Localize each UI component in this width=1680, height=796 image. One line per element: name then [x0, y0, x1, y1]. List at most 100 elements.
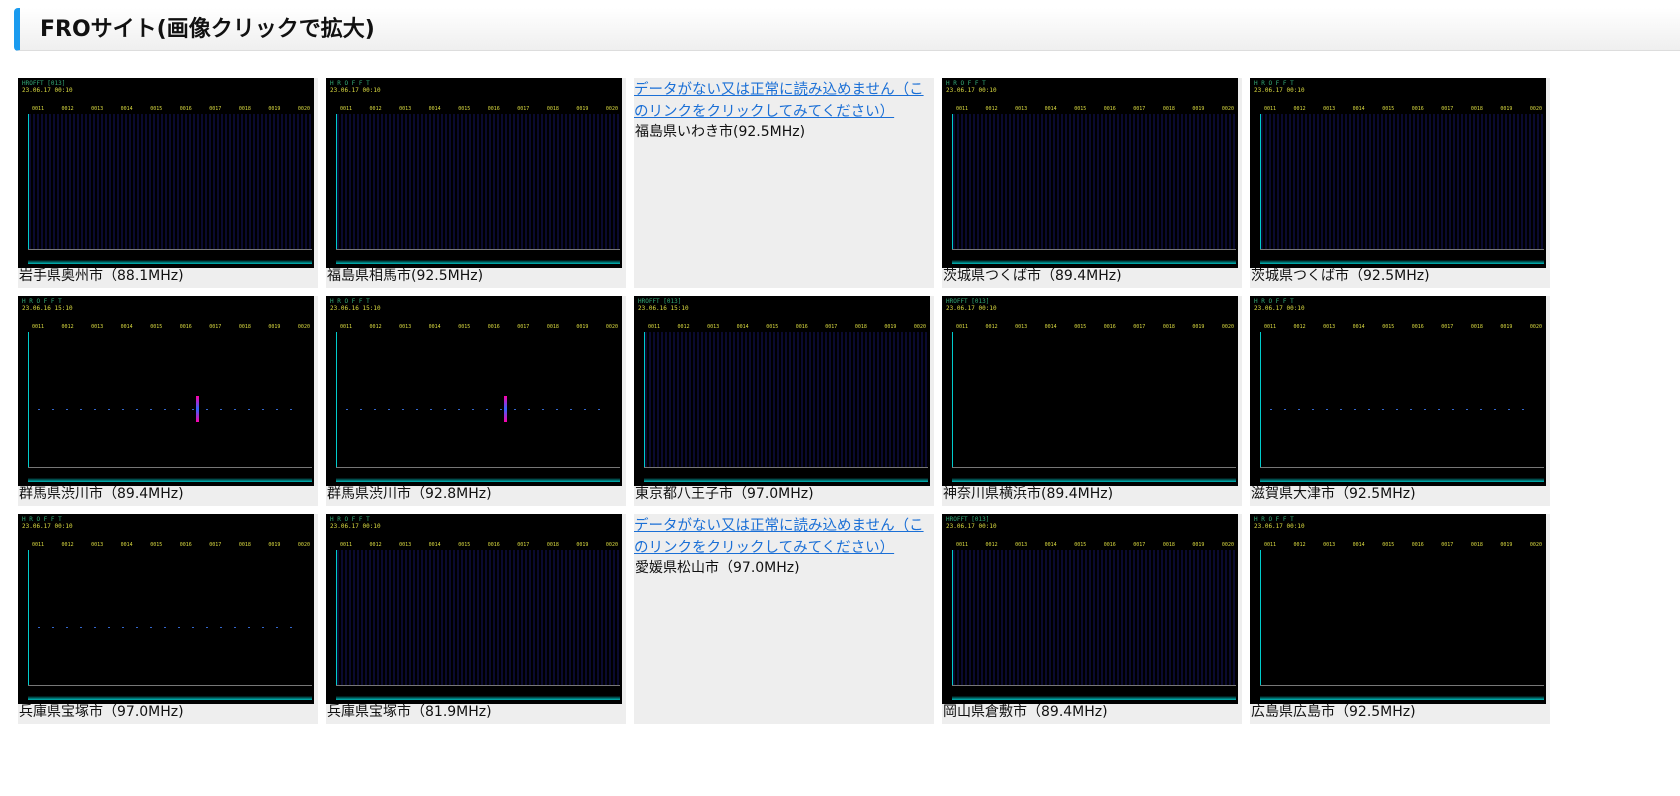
site-caption: 茨城県つくば市（92.5MHz) — [1251, 268, 1430, 284]
spectrogram-image[interactable]: H R O F F T 23.06.16 15:10 0011 0012 0013 0… — [18, 296, 314, 486]
time-axis: 0011 0012 0013 0014 0015 0016 0017 0018 0019 0020 — [32, 542, 310, 548]
signal-baseline — [1260, 685, 1544, 700]
meteor-echo — [196, 396, 199, 422]
site-caption: 福島県いわき市(92.5MHz) — [635, 124, 806, 140]
spectrogram-image[interactable]: HROFFT [013] 23.06.17 00:10 0011 0012 0013… — [942, 514, 1238, 704]
spectrogram-plot — [28, 114, 312, 264]
signal-baseline — [336, 249, 620, 264]
spectrogram-image[interactable]: HROFFT [013] 23.06.17 00:10 0011 0012 0013… — [942, 296, 1238, 486]
time-axis: 0011 0012 0013 0014 0015 0016 0017 0018 0019 0020 — [956, 542, 1234, 548]
image-header: H R O F F T 23.06.17 00:10 — [1254, 298, 1305, 312]
site-caption: 群馬県渋川市（92.8MHz) — [327, 486, 492, 502]
echo-trace — [38, 627, 294, 628]
site-grid: HROFFT [013] 23.06.17 00:10 0011 0012 0013… — [18, 78, 1550, 724]
time-axis: 0011 0012 0013 0014 0015 0016 0017 0018 0019 0020 — [340, 324, 618, 330]
time-axis: 0011 0012 0013 0014 0015 0016 0017 0018 0019 0020 — [648, 324, 926, 330]
site-cell: H R O F F T 23.06.17 00:10 0011 0012 0013 0… — [326, 78, 626, 288]
signal-baseline — [1260, 467, 1544, 482]
signal-baseline — [28, 249, 312, 264]
site-caption: 東京都八王子市（97.0MHz) — [635, 486, 814, 502]
spectrogram-image[interactable]: H R O F F T 23.06.17 00:10 0011 0012 0013 0… — [326, 78, 622, 268]
spectrogram-image[interactable]: H R O F F T 23.06.17 00:10 0011 0012 0013 0… — [18, 514, 314, 704]
site-caption: 群馬県渋川市（89.4MHz) — [19, 486, 184, 502]
site-cell: H R O F F T 23.06.17 00:10 0011 0012 0013 0… — [326, 514, 626, 724]
time-axis: 0011 0012 0013 0014 0015 0016 0017 0018 0019 0020 — [32, 106, 310, 112]
image-header: HROFFT [013] 23.06.17 00:10 — [946, 516, 997, 530]
signal-baseline — [336, 685, 620, 700]
spectrogram-image[interactable]: H R O F F T 23.06.17 00:10 0011 0012 0013 0… — [1250, 514, 1546, 704]
site-caption: 愛媛県松山市（97.0MHz) — [635, 560, 800, 576]
spectrogram-image[interactable]: HROFFT [013] 23.06.17 00:10 0011 0012 0013… — [18, 78, 314, 268]
site-cell: H R O F F T 23.06.17 00:10 0011 0012 0013 0… — [1250, 296, 1550, 506]
time-axis: 0011 0012 0013 0014 0015 0016 0017 0018 0019 0020 — [956, 106, 1234, 112]
site-cell: データがない又は正常に読み込めません（このリンクをクリックしてみてください） 愛媛… — [634, 514, 934, 724]
site-cell: H R O F F T 23.06.17 00:10 0011 0012 0013 0… — [1250, 78, 1550, 288]
site-caption: 神奈川県横浜市(89.4MHz) — [943, 486, 1114, 502]
time-axis: 0011 0012 0013 0014 0015 0016 0017 0018 0019 0020 — [1264, 324, 1542, 330]
spectrogram-plot — [952, 114, 1236, 264]
no-data-link[interactable]: データがない又は正常に読み込めません（このリンクをクリックしてみてください） — [634, 82, 924, 120]
spectrogram-plot — [336, 114, 620, 264]
time-axis: 0011 0012 0013 0014 0015 0016 0017 0018 0019 0020 — [340, 106, 618, 112]
image-header: H R O F F T 23.06.17 00:10 — [22, 516, 73, 530]
image-header: H R O F F T 23.06.17 00:10 — [946, 80, 997, 94]
image-header: HROFFT [013] 23.06.16 15:10 — [638, 298, 689, 312]
site-cell: HROFFT [013] 23.06.16 15:10 0011 0012 0013… — [634, 296, 934, 506]
site-cell: HROFFT [013] 23.06.17 00:10 0011 0012 0013… — [18, 78, 318, 288]
time-axis: 0011 0012 0013 0014 0015 0016 0017 0018 0019 0020 — [340, 542, 618, 548]
spectrogram-image[interactable]: H R O F F T 23.06.17 00:10 0011 0012 0013 0… — [1250, 78, 1546, 268]
spectrogram-plot — [1260, 114, 1544, 264]
spectrogram-plot — [952, 332, 1236, 482]
time-axis: 0011 0012 0013 0014 0015 0016 0017 0018 0019 0020 — [32, 324, 310, 330]
signal-baseline — [644, 467, 928, 482]
spectrogram-plot — [952, 550, 1236, 700]
page-title: FROサイト(画像クリックで拡大) — [40, 17, 375, 42]
echo-trace — [38, 409, 294, 410]
signal-baseline — [952, 249, 1236, 264]
image-header: HROFFT [013] 23.06.17 00:10 — [946, 298, 997, 312]
time-axis: 0011 0012 0013 0014 0015 0016 0017 0018 0019 0020 — [956, 324, 1234, 330]
spectrogram-plot — [336, 550, 620, 700]
site-caption: 広島県広島市（92.5MHz) — [1251, 704, 1416, 720]
signal-baseline — [952, 467, 1236, 482]
signal-baseline — [1260, 249, 1544, 264]
signal-baseline — [28, 467, 312, 482]
site-cell: H R O F F T 23.06.16 15:10 0011 0012 0013 0… — [18, 296, 318, 506]
image-header: H R O F F T 23.06.16 15:10 — [22, 298, 73, 312]
image-header: H R O F F T 23.06.17 00:10 — [1254, 80, 1305, 94]
site-cell: H R O F F T 23.06.17 00:10 0011 0012 0013 0… — [18, 514, 318, 724]
time-axis: 0011 0012 0013 0014 0015 0016 0017 0018 0019 0020 — [1264, 542, 1542, 548]
echo-trace — [346, 409, 602, 410]
image-header: H R O F F T 23.06.16 15:10 — [330, 298, 381, 312]
site-cell: データがない又は正常に読み込めません（このリンクをクリックしてみてください） 福島… — [634, 78, 934, 288]
image-header: H R O F F T 23.06.17 00:10 — [330, 80, 381, 94]
signal-baseline — [336, 467, 620, 482]
meteor-echo — [504, 396, 507, 422]
site-cell: H R O F F T 23.06.17 00:10 0011 0012 0013 0… — [1250, 514, 1550, 724]
spectrogram-plot — [1260, 550, 1544, 700]
site-caption: 福島県相馬市(92.5MHz) — [327, 268, 484, 284]
spectrogram-image[interactable]: H R O F F T 23.06.17 00:10 0011 0012 0013 0… — [326, 514, 622, 704]
spectrogram-plot — [336, 332, 620, 482]
echo-trace — [1270, 409, 1526, 410]
spectrogram-plot — [644, 332, 928, 482]
section-header: FROサイト(画像クリックで拡大) — [14, 8, 1680, 51]
site-caption: 岡山県倉敷市（89.4MHz) — [943, 704, 1108, 720]
spectrogram-plot — [28, 550, 312, 700]
site-cell: HROFFT [013] 23.06.17 00:10 0011 0012 0013… — [942, 514, 1242, 724]
no-data-link[interactable]: データがない又は正常に読み込めません（このリンクをクリックしてみてください） — [634, 518, 924, 556]
spectrogram-image[interactable]: H R O F F T 23.06.16 15:10 0011 0012 0013 0… — [326, 296, 622, 486]
site-caption: 茨城県つくば市（89.4MHz) — [943, 268, 1122, 284]
time-axis: 0011 0012 0013 0014 0015 0016 0017 0018 0019 0020 — [1264, 106, 1542, 112]
image-header: H R O F F T 23.06.17 00:10 — [330, 516, 381, 530]
site-cell: HROFFT [013] 23.06.17 00:10 0011 0012 0013… — [942, 296, 1242, 506]
site-cell: H R O F F T 23.06.17 00:10 0011 0012 0013 0… — [942, 78, 1242, 288]
spectrogram-image[interactable]: HROFFT [013] 23.06.16 15:10 0011 0012 0013… — [634, 296, 930, 486]
spectrogram-image[interactable]: H R O F F T 23.06.17 00:10 0011 0012 0013 0… — [942, 78, 1238, 268]
site-cell: H R O F F T 23.06.16 15:10 0011 0012 0013 0… — [326, 296, 626, 506]
signal-baseline — [28, 685, 312, 700]
site-caption: 岩手県奥州市（88.1MHz) — [19, 268, 184, 284]
spectrogram-image[interactable]: H R O F F T 23.06.17 00:10 0011 0012 0013 0… — [1250, 296, 1546, 486]
image-header: HROFFT [013] 23.06.17 00:10 — [22, 80, 73, 94]
site-caption: 滋賀県大津市（92.5MHz) — [1251, 486, 1416, 502]
